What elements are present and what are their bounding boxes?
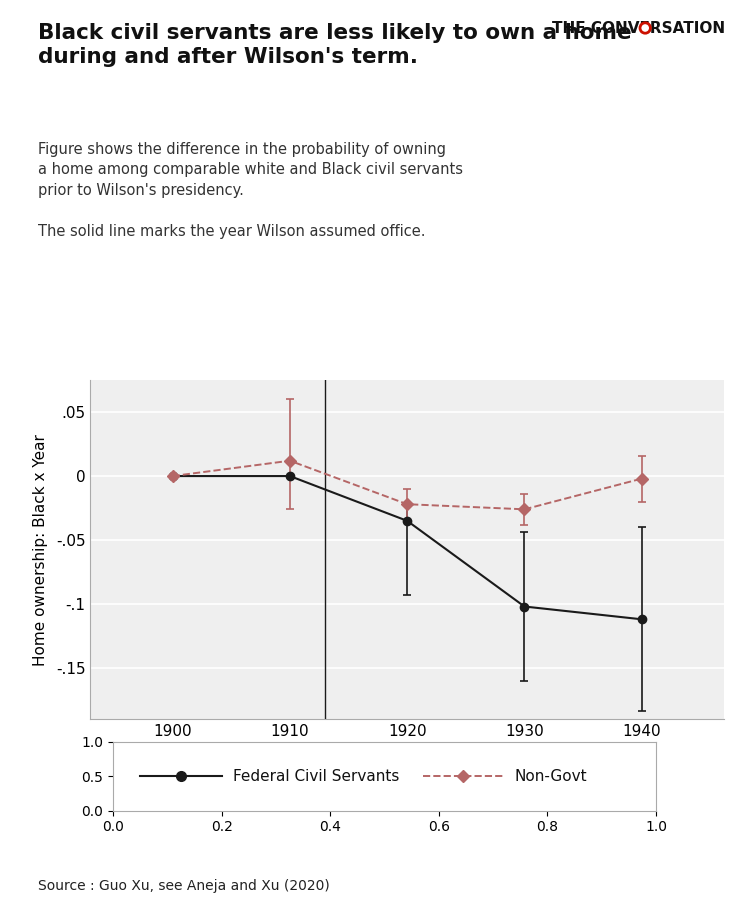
X-axis label: Census year: Census year bbox=[360, 747, 455, 762]
Text: Figure shows the difference in the probability of owning
a home among comparable: Figure shows the difference in the proba… bbox=[38, 142, 463, 198]
Text: Federal Civil Servants: Federal Civil Servants bbox=[232, 769, 399, 784]
Text: Non-Govt: Non-Govt bbox=[515, 769, 587, 784]
Text: The solid line marks the year Wilson assumed office.: The solid line marks the year Wilson ass… bbox=[38, 224, 425, 239]
Text: Source : Guo Xu, see Aneja and Xu (2020): Source : Guo Xu, see Aneja and Xu (2020) bbox=[38, 879, 329, 893]
Text: THE CONVERSATION: THE CONVERSATION bbox=[552, 21, 725, 36]
Text: Black civil servants are less likely to own a home
during and after Wilson's ter: Black civil servants are less likely to … bbox=[38, 23, 631, 67]
Circle shape bbox=[639, 23, 651, 34]
Y-axis label: Home ownership: Black x Year: Home ownership: Black x Year bbox=[32, 433, 48, 666]
